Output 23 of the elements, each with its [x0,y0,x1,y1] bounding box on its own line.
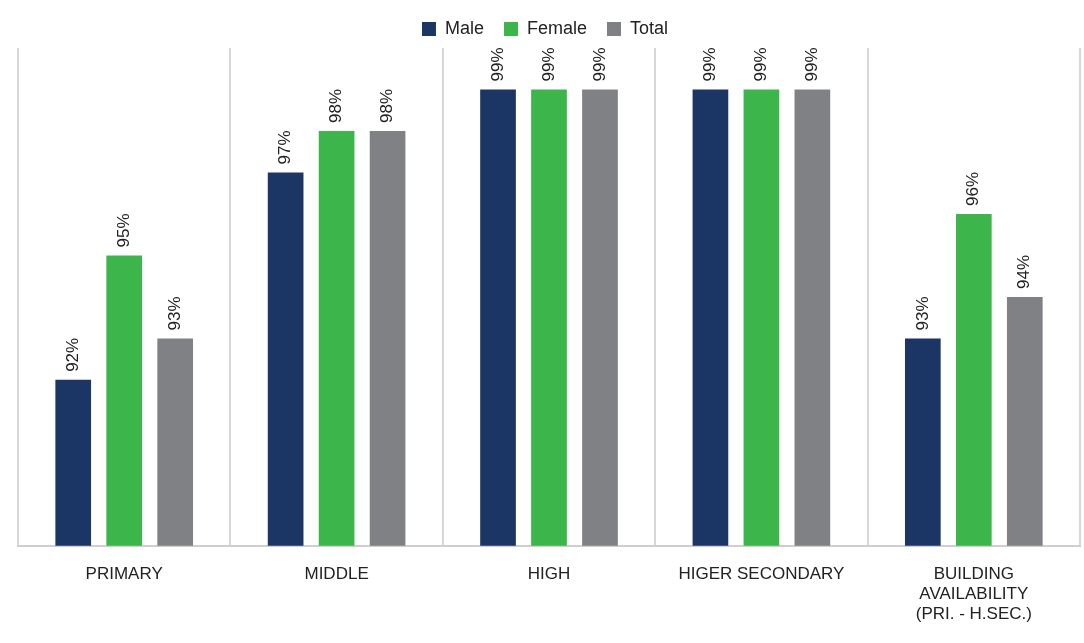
data-label: 95% [113,213,133,248]
legend-label: Total [630,17,669,38]
data-label: 99% [802,47,822,82]
x-tick-label: HIGH [527,563,571,583]
data-label: 92% [62,337,82,372]
data-label: 93% [164,296,184,331]
legend-label: Male [444,17,484,38]
data-label: 93% [912,296,932,331]
data-label: 99% [589,47,609,82]
data-label: 94% [1014,254,1034,289]
x-tick-label: HIGER SECONDARY [678,563,845,583]
data-label: 99% [751,47,771,82]
data-label: 99% [700,47,720,82]
data-label: 99% [487,47,507,82]
x-tick-label: BUILDING AVAILABILITY (PRI. - H.SEC.) [915,563,1032,624]
data-label: 96% [963,171,983,206]
x-tick-label: MIDDLE [304,563,369,583]
data-label: 98% [377,88,397,123]
legend-label: Female [526,17,588,38]
data-label: 98% [326,88,346,123]
data-label: 99% [538,47,558,82]
x-tick-label: PRIMARY [85,563,163,583]
data-label: 97% [275,130,295,165]
